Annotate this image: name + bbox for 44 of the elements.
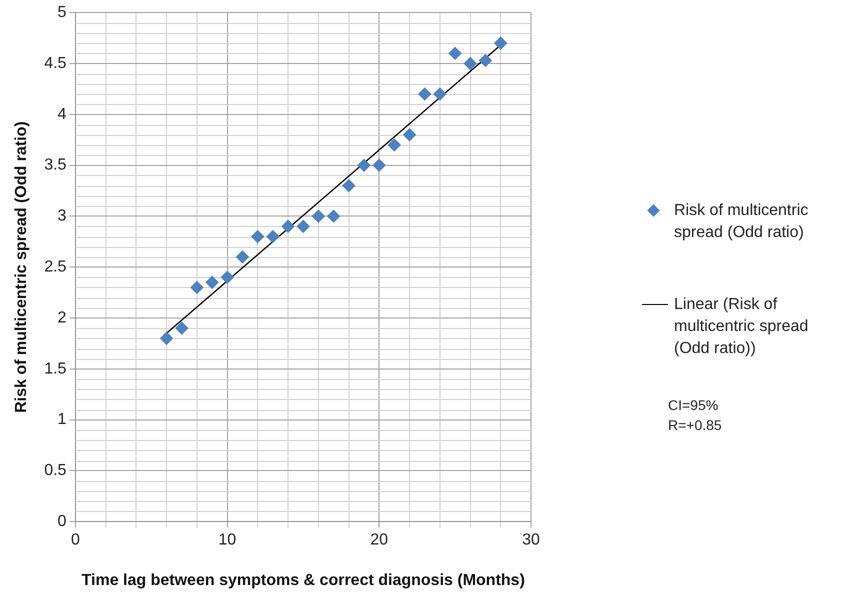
y-tick-label: 3 (58, 208, 67, 225)
point (296, 220, 310, 233)
y-tick-label: 5 (58, 4, 67, 22)
point (357, 158, 370, 172)
point (236, 250, 249, 264)
point (403, 128, 416, 142)
y-tick-label: 0 (58, 513, 67, 530)
y-tick-label: 1.5 (44, 360, 67, 378)
y-tick-label: 4.5 (44, 54, 67, 72)
point (433, 88, 446, 101)
point (251, 230, 264, 244)
x-axis-title: Time lag between symptoms & correct diagnosis (Months) (82, 572, 525, 589)
point (266, 230, 280, 244)
y-tick-label: 4 (58, 106, 67, 123)
point (464, 57, 477, 70)
point (160, 332, 174, 345)
point (478, 54, 492, 67)
x-tick-label: 10 (218, 532, 236, 549)
point (342, 179, 356, 192)
y-tick-label: 2.5 (44, 258, 67, 276)
point (448, 46, 462, 60)
y-tick-label: 2 (58, 309, 67, 326)
y-axis-title: Risk of multicentric spread (Odd ratio) (13, 121, 30, 413)
point (220, 270, 234, 284)
x-tick-label: 20 (370, 532, 388, 549)
point (388, 138, 401, 152)
legend-label: Linear (Risk of multicentric spread (Odd ratio)) (674, 295, 810, 359)
point (312, 210, 325, 223)
x-tick-label: 30 (522, 532, 540, 549)
point (327, 210, 340, 223)
y-tick-label: 0.5 (44, 462, 67, 480)
point (282, 220, 295, 233)
y-tick-label: 3.5 (44, 156, 67, 174)
text: R=+0.85 (668, 416, 723, 435)
text: CI=95% (668, 396, 720, 415)
x-tick-label: 0 (70, 532, 80, 549)
legend-label: Risk of multicentric spread (Odd ratio) (674, 201, 810, 243)
point (494, 36, 508, 50)
point (418, 88, 432, 101)
point (372, 158, 386, 172)
point (175, 322, 188, 335)
point (206, 276, 219, 289)
point (190, 280, 204, 294)
y-tick-label: 1 (58, 411, 67, 428)
